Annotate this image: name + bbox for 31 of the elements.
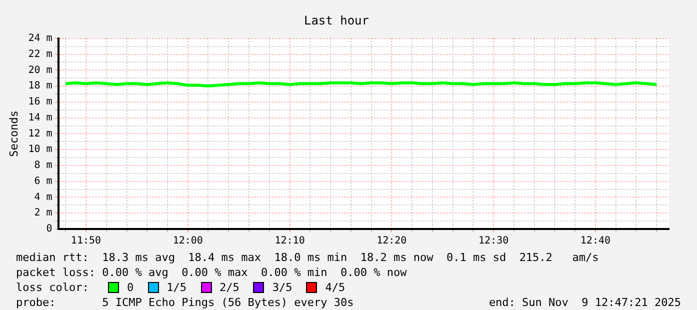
- x-tick-label: 12:30: [478, 236, 509, 247]
- y-tick-label: 2 m: [34, 208, 52, 219]
- text: median rtt: 18.3 ms avg 18.4 ms max 18.0 ms min 18.2 ms now 0.1 ms sd 215.2 am/s: [16, 250, 600, 265]
- y-tick-label: 16 m: [28, 96, 52, 108]
- x-tick-label: 12:40: [580, 236, 611, 247]
- y-axis-title: Seconds: [7, 110, 20, 157]
- y-tick-label: 24 m: [28, 32, 52, 44]
- y-tick-label: 0: [46, 224, 52, 235]
- text: probe: 5 ICMP Echo Pings (56 Bytes) every 30s: [16, 295, 354, 310]
- y-tick-label: 8 m: [34, 160, 52, 172]
- text: loss color:: [16, 280, 90, 295]
- x-tick-label: 12:20: [376, 236, 407, 247]
- legend-label: 4/5: [325, 280, 346, 295]
- y-tick-label: 18 m: [28, 80, 52, 92]
- y-tick-label: 4 m: [34, 192, 52, 203]
- text: end: Sun Nov 9 12:47:21 2025: [488, 295, 681, 310]
- x-tick-label: 12:10: [274, 236, 305, 247]
- y-tick-label: 20 m: [28, 64, 52, 76]
- x-tick-label: 12:00: [172, 236, 203, 247]
- chart-title: Last hour: [304, 13, 370, 28]
- legend-label: 3/5: [272, 280, 292, 295]
- y-tick-label: 10 m: [28, 144, 52, 156]
- text: packet loss: 0.00 % avg 0.00 % max 0.00 % min 0.00 % now: [16, 265, 408, 280]
- legend-label: 2/5: [220, 280, 240, 295]
- y-tick-label: 14 m: [28, 112, 52, 124]
- y-tick-label: 22 m: [28, 48, 52, 60]
- y-tick-label: 12 m: [28, 128, 52, 140]
- y-tick-label: 6 m: [34, 176, 52, 187]
- legend-label: 1/5: [166, 280, 186, 295]
- x-tick-label: 11:50: [70, 236, 102, 247]
- legend-label: 0: [127, 280, 134, 295]
